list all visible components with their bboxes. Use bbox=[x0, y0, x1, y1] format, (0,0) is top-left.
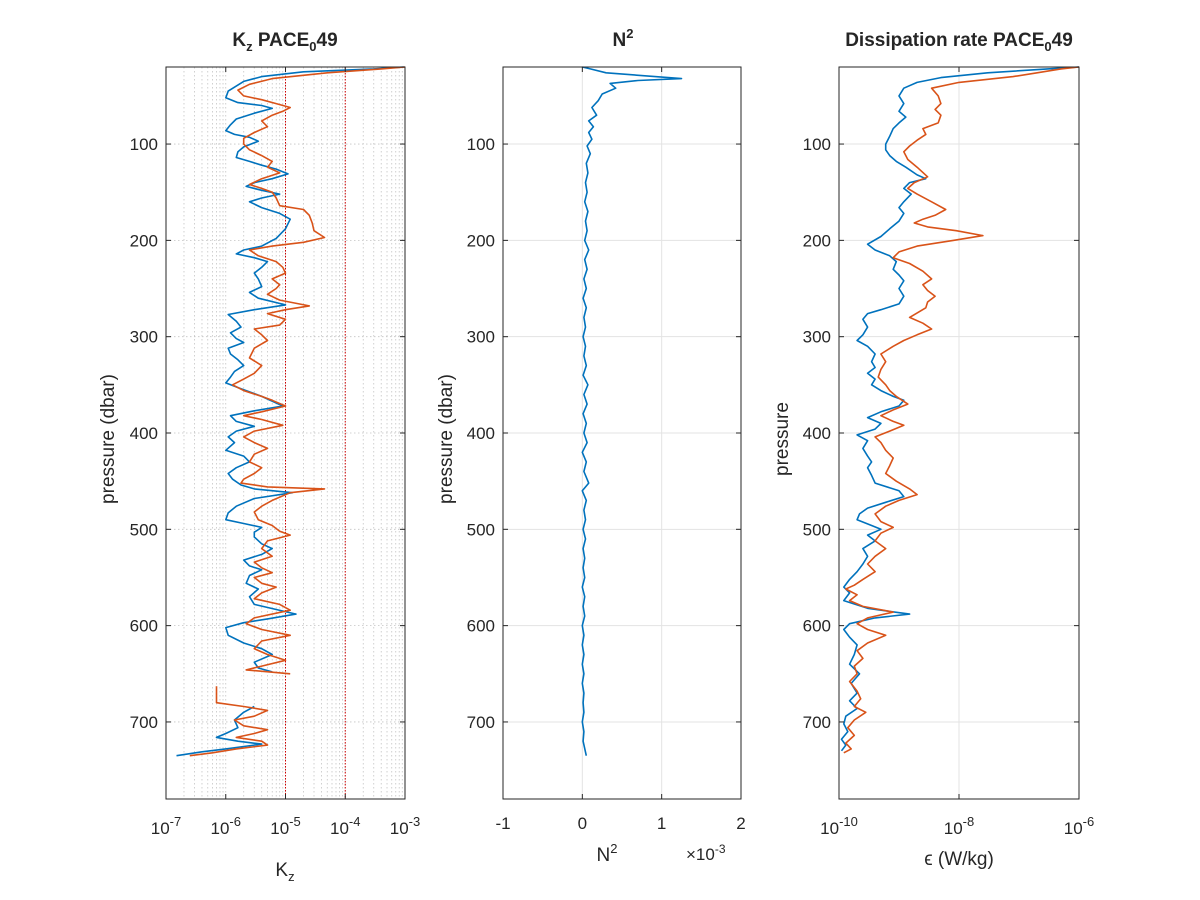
n2-x-axis-label: N2 bbox=[597, 841, 618, 866]
kz-x-tick-exponent: -7 bbox=[170, 814, 182, 829]
n2-y-tick-label: 500 bbox=[467, 520, 495, 539]
dissipation-x-tick-base: 10 bbox=[944, 819, 963, 838]
kz-x-tick-label: 10-4 bbox=[330, 814, 360, 838]
dissipation-x-tick-exponent: -10 bbox=[839, 814, 858, 829]
dissipation-y-tick-label: 200 bbox=[803, 231, 831, 250]
dissipation-x-tick-base: 10 bbox=[820, 819, 839, 838]
kz-x-tick-exponent: -4 bbox=[349, 814, 361, 829]
n2-panel: N2 N2 ×10-3 pressure (dbar) 100 200 300 400… bbox=[436, 26, 746, 866]
kz-x-tick-base: 10 bbox=[151, 819, 170, 838]
kz-x-tick-base: 10 bbox=[330, 819, 349, 838]
n2-y-tick-label: 700 bbox=[467, 713, 495, 732]
n2-y-axis-label: pressure (dbar) bbox=[436, 374, 457, 504]
dissipation-series-line-1 bbox=[843, 66, 1080, 754]
n2-x-tick-label: 0 bbox=[578, 814, 587, 833]
kz-series-line-2 bbox=[231, 66, 406, 675]
kz-x-axis-label: Kz bbox=[275, 860, 294, 884]
kz-x-tick-label: 10-6 bbox=[211, 814, 241, 838]
kz-panel: Kz PACE049 Kz pressure (dbar) 100 200 300 4… bbox=[98, 30, 420, 884]
n2-y-tick-label: 200 bbox=[467, 231, 495, 250]
kz-y-axis-label: pressure (dbar) bbox=[98, 374, 119, 504]
dissipation-y-tick-label: 600 bbox=[803, 617, 831, 636]
dissipation-y-tick-label: 300 bbox=[803, 328, 831, 347]
kz-x-tick-base: 10 bbox=[390, 819, 409, 838]
n2-series-line-0 bbox=[581, 66, 683, 756]
kz-x-tick-label: 10-7 bbox=[151, 814, 181, 838]
dissipation-x-tick-exponent: -8 bbox=[963, 814, 975, 829]
n2-x-tick-label: 1 bbox=[657, 814, 666, 833]
n2-y-tick-label: 400 bbox=[467, 424, 495, 443]
kz-series-line-0 bbox=[225, 66, 404, 673]
dissipation-y-tick-label: 500 bbox=[803, 520, 831, 539]
n2-x-tick-label: 2 bbox=[736, 814, 745, 833]
dissipation-x-tick-exponent: -6 bbox=[1083, 814, 1095, 829]
kz-x-tick-base: 10 bbox=[211, 819, 230, 838]
n2-y-tick-label: 600 bbox=[467, 617, 495, 636]
kz-y-tick-label: 300 bbox=[130, 328, 158, 347]
dissipation-y-tick-label: 400 bbox=[803, 424, 831, 443]
dissipation-panel: Dissipation rate PACE049 ϵ (W/kg) pressu… bbox=[772, 30, 1094, 870]
kz-x-tick-exponent: -6 bbox=[229, 814, 241, 829]
kz-x-tick-exponent: -3 bbox=[409, 814, 421, 829]
kz-series-line-3 bbox=[189, 686, 269, 757]
n2-x-exponent-label: ×10-3 bbox=[686, 842, 726, 864]
kz-x-tick-exponent: -5 bbox=[289, 814, 301, 829]
n2-panel-title: N2 bbox=[613, 26, 634, 51]
dissipation-x-tick-label: 10-8 bbox=[944, 814, 974, 838]
dissipation-series-line-0 bbox=[840, 66, 1080, 752]
dissipation-y-axis-label: pressure bbox=[772, 402, 793, 476]
kz-y-tick-label: 700 bbox=[130, 713, 158, 732]
n2-y-tick-label: 300 bbox=[467, 328, 495, 347]
kz-y-tick-label: 200 bbox=[130, 231, 158, 250]
n2-x-tick-label: -1 bbox=[495, 814, 510, 833]
dissipation-y-tick-label: 100 bbox=[803, 135, 831, 154]
dissipation-x-tick-label: 10-10 bbox=[820, 814, 858, 838]
kz-x-tick-label: 10-5 bbox=[270, 814, 300, 838]
dissipation-x-axis-label: ϵ (W/kg) bbox=[924, 849, 994, 870]
kz-y-tick-label: 600 bbox=[130, 617, 158, 636]
kz-x-tick-base: 10 bbox=[270, 819, 289, 838]
kz-panel-title: Kz PACE049 bbox=[232, 30, 337, 54]
kz-x-tick-label: 10-3 bbox=[390, 814, 420, 838]
dissipation-y-tick-label: 700 bbox=[803, 713, 831, 732]
kz-y-tick-label: 500 bbox=[130, 520, 158, 539]
n2-y-tick-label: 100 bbox=[467, 135, 495, 154]
kz-series-line-1 bbox=[176, 705, 263, 757]
dissipation-panel-title: Dissipation rate PACE049 bbox=[845, 30, 1073, 54]
dissipation-x-tick-label: 10-6 bbox=[1064, 814, 1094, 838]
kz-y-tick-label: 400 bbox=[130, 424, 158, 443]
kz-y-tick-label: 100 bbox=[130, 135, 158, 154]
dissipation-x-tick-base: 10 bbox=[1064, 819, 1083, 838]
